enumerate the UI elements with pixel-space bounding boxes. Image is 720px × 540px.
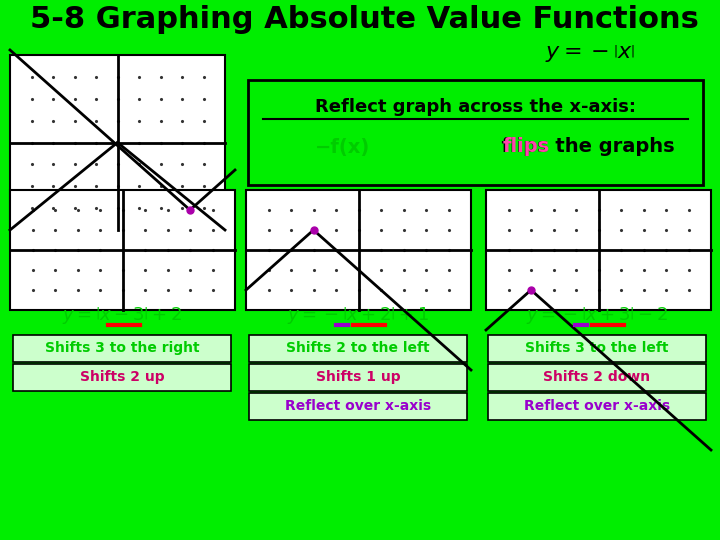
Text: Shifts 2 to the left: Shifts 2 to the left <box>286 341 430 355</box>
FancyBboxPatch shape <box>10 55 225 230</box>
FancyBboxPatch shape <box>488 334 706 361</box>
FancyBboxPatch shape <box>249 363 467 390</box>
FancyBboxPatch shape <box>13 334 231 361</box>
FancyBboxPatch shape <box>488 393 706 420</box>
FancyBboxPatch shape <box>486 190 711 310</box>
Text: flips: flips <box>503 138 550 157</box>
FancyBboxPatch shape <box>249 393 467 420</box>
Text: Shifts 3 to the right: Shifts 3 to the right <box>45 341 199 355</box>
Text: Shifts 2 up: Shifts 2 up <box>80 370 164 384</box>
Text: Reflect graph across the x-axis:: Reflect graph across the x-axis: <box>315 98 636 116</box>
Text: $y = -\left|x+3\right|-2$: $y = -\left|x+3\right|-2$ <box>526 306 668 327</box>
Text: −f(x): −f(x) <box>315 138 371 157</box>
Text: flips the graphs: flips the graphs <box>488 138 675 157</box>
Text: Shifts 1 up: Shifts 1 up <box>315 370 400 384</box>
Text: Shifts 3 to the left: Shifts 3 to the left <box>526 341 669 355</box>
FancyBboxPatch shape <box>13 363 231 390</box>
Text: Shifts 2 down: Shifts 2 down <box>544 370 651 384</box>
Text: 5-8 Graphing Absolute Value Functions: 5-8 Graphing Absolute Value Functions <box>30 5 699 35</box>
Text: $y = -\left|x+2\right|+1$: $y = -\left|x+2\right|+1$ <box>287 306 429 327</box>
FancyBboxPatch shape <box>488 363 706 390</box>
FancyBboxPatch shape <box>248 80 703 185</box>
FancyBboxPatch shape <box>10 190 235 310</box>
FancyBboxPatch shape <box>246 190 471 310</box>
Text: $y = -\left|x\right|$: $y = -\left|x\right|$ <box>545 42 635 64</box>
FancyBboxPatch shape <box>249 334 467 361</box>
Text: Reflect over x-axis: Reflect over x-axis <box>285 399 431 413</box>
Text: $y = \left|x-3\right|+2$: $y = \left|x-3\right|+2$ <box>62 306 182 327</box>
Text: Reflect over x-axis: Reflect over x-axis <box>524 399 670 413</box>
